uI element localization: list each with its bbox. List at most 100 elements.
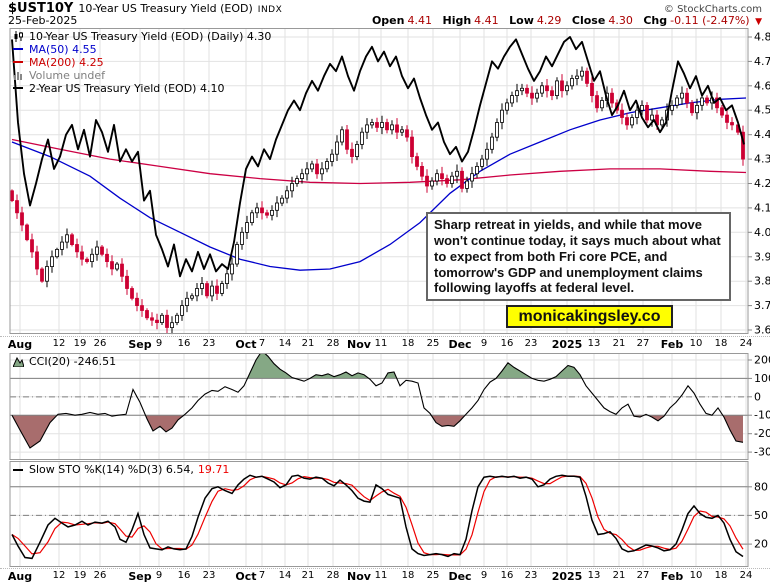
y-axis-tick-label: 4.3 <box>754 153 770 166</box>
x-axis-date-label: 25 <box>426 570 440 581</box>
y-axis-tick-label: 4.2 <box>754 177 770 190</box>
legend-row-2y: 2-Year US Treasury Yield (EOD) 4.10 <box>13 81 271 95</box>
y-axis-tick-label: 4.4 <box>754 128 770 141</box>
x-axis-date-label: 9 <box>480 570 488 581</box>
chg-label: Chg <box>643 14 668 27</box>
exchange-label: INDX <box>257 5 283 15</box>
x-axis-date-label: 9 <box>155 570 163 581</box>
x-axis-date-label: 19 <box>73 338 87 349</box>
legend-label-volume: Volume undef <box>29 68 105 82</box>
down-triangle-icon: ▼ <box>755 17 762 27</box>
low-label: Low <box>509 14 534 27</box>
y-axis-tick-label: 4.6 <box>754 79 770 92</box>
y-axis-tick-label: 4.7 <box>754 55 770 68</box>
legend-row-10y: 10-Year US Treasury Yield (EOD) (Daily) … <box>13 29 272 43</box>
x-axis-date-label: 10 <box>689 338 703 349</box>
y-axis-tick-label: 4.5 <box>754 104 770 117</box>
x-axis-date-label: 21 <box>301 338 315 349</box>
x-axis-date-label: 26 <box>93 338 107 349</box>
x-axis-date-label: Nov <box>347 338 371 351</box>
low-value: 4.29 <box>536 14 562 27</box>
sto-legend: Slow STO %K(14) %D(3) 6.54, 19.71 <box>13 463 229 476</box>
y-axis-tick-label: -300 <box>754 446 770 459</box>
x-axis-date-label: 21 <box>612 338 626 349</box>
cci-indicator-panel: 200 100 0 -100 -200 -300 <box>9 353 770 460</box>
cci-legend: CCI(20) -246.51 <box>13 355 116 368</box>
x-axis-date-label: 11 <box>374 338 388 349</box>
legend-label-2y: 2-Year US Treasury Yield (EOD) 4.10 <box>29 81 225 95</box>
legend-label-10y: 10-Year US Treasury Yield (EOD) (Daily) … <box>29 29 272 43</box>
x-axis-date-label: 21 <box>301 570 315 581</box>
y-axis-tick-label: 50 <box>754 509 768 522</box>
x-axis-date-label: Feb <box>660 338 684 351</box>
x-axis-date-label: 23 <box>524 570 538 581</box>
x-axis-date-label: 23 <box>202 570 216 581</box>
close-value: 4.30 <box>608 14 633 27</box>
annotation-text: Sharp retreat in yields, and while that … <box>434 217 721 296</box>
x-axis-date-label: 21 <box>612 570 626 581</box>
y-axis-tick-label: 20 <box>754 538 768 551</box>
y-axis-tick-label: 100 <box>754 372 770 385</box>
y-axis-tick-label: 0 <box>754 390 761 403</box>
x-axis-date-label: Oct <box>235 338 257 351</box>
legend-row-ma50: MA(50) 4.55 <box>13 42 271 56</box>
y-axis-tick-label: 4.1 <box>754 201 770 214</box>
x-axis-date-label: 7 <box>258 338 266 349</box>
open-value: 4.41 <box>407 14 432 27</box>
main-chart-legend: 10-Year US Treasury Yield (EOD) (Daily) … <box>13 30 271 95</box>
annotation-box: Sharp retreat in yields, and while that … <box>426 212 731 302</box>
x-axis-date-label: 2025 <box>551 570 583 583</box>
ma200-line <box>11 138 747 185</box>
x-axis-date-label: 13 <box>587 570 601 581</box>
x-axis-date-label: 28 <box>326 338 340 349</box>
close-label: Close <box>571 14 606 27</box>
x-axis-date-label: 16 <box>500 338 514 349</box>
x-axis-labels-middle: Aug 12 19 26 Sep 9 16 23 Oct 7 14 21 28 Nov 11 18 25 Dec 9… <box>0 336 770 353</box>
x-axis-date-label: 18 <box>401 570 415 581</box>
x-axis-date-label: 9 <box>155 338 163 349</box>
x-axis-date-label: 27 <box>636 338 650 349</box>
x-axis-date-label: 16 <box>177 570 191 581</box>
quote-bar: Open 4.41 High 4.41 Low 4.29 Close 4.30 Chg -… <box>365 14 762 27</box>
high-value: 4.41 <box>474 14 499 27</box>
y-axis-tick-label: 3.9 <box>754 250 770 263</box>
ma50-line <box>11 97 747 271</box>
x-axis-date-label: Feb <box>660 570 684 583</box>
y-axis-tick-label: 3.8 <box>754 275 770 288</box>
cci-line <box>11 353 744 449</box>
sto-indicator-panel: 80 50 20 <box>9 461 768 567</box>
high-label: High <box>442 14 472 27</box>
x-axis-date-label: 11 <box>374 570 388 581</box>
x-axis-date-label: 13 <box>587 338 601 349</box>
symbol-title: 10-Year US Treasury Yield (EOD) <box>78 2 253 15</box>
x-axis-date-label: Dec <box>448 338 472 351</box>
x-axis-date-label: 12 <box>52 338 66 349</box>
chart-header: $UST10Y 10-Year US Treasury Yield (EOD) … <box>0 0 770 27</box>
y-axis-tick-label: -100 <box>754 409 770 422</box>
legend-row-volume: Volume undef <box>13 68 271 82</box>
x-axis-date-label: 18 <box>714 570 728 581</box>
x-axis-date-label: 7 <box>258 570 266 581</box>
y-axis-tick-label: 200 <box>754 354 770 367</box>
y-axis-tick-label: -200 <box>754 427 770 440</box>
x-axis-date-label: 10 <box>689 570 703 581</box>
x-axis-date-label: 18 <box>714 338 728 349</box>
site-badge: monicakingsley.co <box>506 305 673 328</box>
x-axis-date-label: 23 <box>524 338 538 349</box>
x-axis-date-label: 16 <box>500 570 514 581</box>
x-axis-date-label: 25 <box>426 338 440 349</box>
legend-label-ma50: MA(50) 4.55 <box>29 42 97 56</box>
x-axis-labels-bottom: Aug 12 19 26 Sep 9 16 23 Oct 7 14 21 28 Nov 11 18 25 Dec 9… <box>0 568 770 584</box>
x-axis-date-label: Aug <box>7 570 33 583</box>
y-axis-tick-label: 4.0 <box>754 226 770 239</box>
x-axis-date-label: 12 <box>52 570 66 581</box>
x-axis-date-label: 18 <box>401 338 415 349</box>
x-axis-date-label: Sep <box>128 338 152 351</box>
symbol: $UST10Y <box>8 1 74 16</box>
x-axis-date-label: 24 <box>739 338 753 349</box>
sto-k-line <box>11 474 744 560</box>
chart-date: 25-Feb-2025 <box>8 14 78 27</box>
sto-legend-label-d: 19.71 <box>197 463 230 476</box>
yield-2y-line <box>11 36 745 278</box>
